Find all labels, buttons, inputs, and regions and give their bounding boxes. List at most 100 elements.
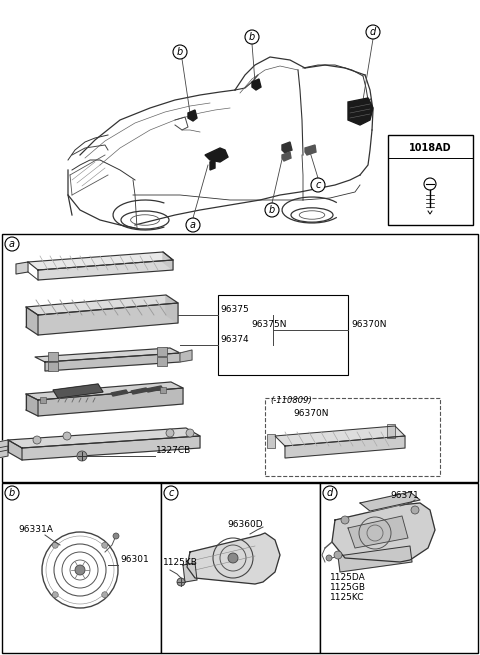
Circle shape xyxy=(341,516,349,524)
Circle shape xyxy=(52,542,58,548)
Text: 96371: 96371 xyxy=(390,491,419,500)
Circle shape xyxy=(366,25,380,39)
Text: 96375: 96375 xyxy=(220,305,249,314)
Circle shape xyxy=(411,506,419,514)
Circle shape xyxy=(75,565,85,575)
Text: 1327CB: 1327CB xyxy=(156,446,191,455)
Circle shape xyxy=(173,45,187,59)
Polygon shape xyxy=(53,384,103,398)
Circle shape xyxy=(5,486,19,500)
Text: 96301: 96301 xyxy=(120,555,149,564)
Text: 96370N: 96370N xyxy=(293,409,328,418)
Polygon shape xyxy=(348,98,373,125)
Bar xyxy=(48,352,58,361)
Polygon shape xyxy=(187,533,280,584)
Polygon shape xyxy=(146,386,163,392)
Circle shape xyxy=(186,429,194,437)
Bar xyxy=(2,483,161,653)
Polygon shape xyxy=(26,394,38,416)
Text: c: c xyxy=(315,180,321,190)
Circle shape xyxy=(164,486,178,500)
Bar xyxy=(161,483,320,653)
Text: 1125KB: 1125KB xyxy=(163,558,198,567)
Bar xyxy=(157,347,167,356)
Circle shape xyxy=(77,451,87,461)
Bar xyxy=(160,387,166,393)
Circle shape xyxy=(245,30,259,44)
Circle shape xyxy=(33,436,41,444)
Polygon shape xyxy=(38,388,183,416)
Polygon shape xyxy=(26,382,183,400)
Polygon shape xyxy=(210,160,215,170)
Text: 96360D: 96360D xyxy=(227,520,263,529)
Circle shape xyxy=(166,429,174,437)
Polygon shape xyxy=(16,262,28,274)
Text: 1125GB: 1125GB xyxy=(330,583,366,592)
Polygon shape xyxy=(163,252,173,270)
Circle shape xyxy=(326,555,332,561)
Polygon shape xyxy=(0,440,8,452)
Text: b: b xyxy=(269,205,275,215)
Polygon shape xyxy=(275,426,405,446)
Polygon shape xyxy=(205,148,228,162)
Text: 96331A: 96331A xyxy=(18,525,53,534)
Bar xyxy=(320,483,478,653)
Polygon shape xyxy=(0,446,8,458)
Polygon shape xyxy=(111,390,128,396)
Text: d: d xyxy=(370,27,376,37)
Polygon shape xyxy=(8,428,200,448)
Circle shape xyxy=(334,551,342,559)
Text: d: d xyxy=(327,488,333,498)
Polygon shape xyxy=(338,546,412,572)
Text: (-110809): (-110809) xyxy=(270,396,312,405)
Polygon shape xyxy=(45,353,180,371)
Circle shape xyxy=(5,237,19,251)
Circle shape xyxy=(186,218,200,232)
Text: a: a xyxy=(190,220,196,230)
Bar xyxy=(387,424,395,438)
Polygon shape xyxy=(348,516,408,548)
Text: b: b xyxy=(9,488,15,498)
Bar xyxy=(2,234,478,482)
Text: 96374: 96374 xyxy=(220,335,249,344)
Polygon shape xyxy=(332,503,435,562)
Circle shape xyxy=(311,178,325,192)
Text: b: b xyxy=(177,47,183,57)
Text: 96370N: 96370N xyxy=(351,320,386,329)
Polygon shape xyxy=(26,295,178,315)
Circle shape xyxy=(52,591,58,598)
Polygon shape xyxy=(26,307,38,335)
Bar xyxy=(267,434,275,448)
Polygon shape xyxy=(282,142,292,153)
Text: 1125KC: 1125KC xyxy=(330,593,364,602)
Circle shape xyxy=(323,486,337,500)
Polygon shape xyxy=(38,303,178,335)
Text: c: c xyxy=(168,488,174,498)
Polygon shape xyxy=(38,260,173,280)
Polygon shape xyxy=(188,110,197,121)
Text: a: a xyxy=(9,239,15,249)
Circle shape xyxy=(265,203,279,217)
Circle shape xyxy=(102,591,108,598)
Circle shape xyxy=(102,542,108,548)
Polygon shape xyxy=(285,436,405,458)
Text: 1018AD: 1018AD xyxy=(408,143,451,153)
Text: 1125DA: 1125DA xyxy=(330,573,366,582)
Polygon shape xyxy=(360,492,420,511)
Bar xyxy=(48,362,58,371)
Polygon shape xyxy=(35,348,180,362)
Polygon shape xyxy=(22,436,200,460)
Polygon shape xyxy=(282,152,291,161)
Polygon shape xyxy=(183,563,197,582)
Polygon shape xyxy=(131,388,148,394)
Polygon shape xyxy=(180,350,192,362)
Bar xyxy=(218,295,348,375)
Text: b: b xyxy=(249,32,255,42)
Circle shape xyxy=(63,432,71,440)
Circle shape xyxy=(177,578,185,586)
Bar xyxy=(40,397,46,403)
Bar xyxy=(388,135,473,225)
Bar xyxy=(265,398,440,476)
Polygon shape xyxy=(28,252,173,270)
Polygon shape xyxy=(8,440,22,460)
